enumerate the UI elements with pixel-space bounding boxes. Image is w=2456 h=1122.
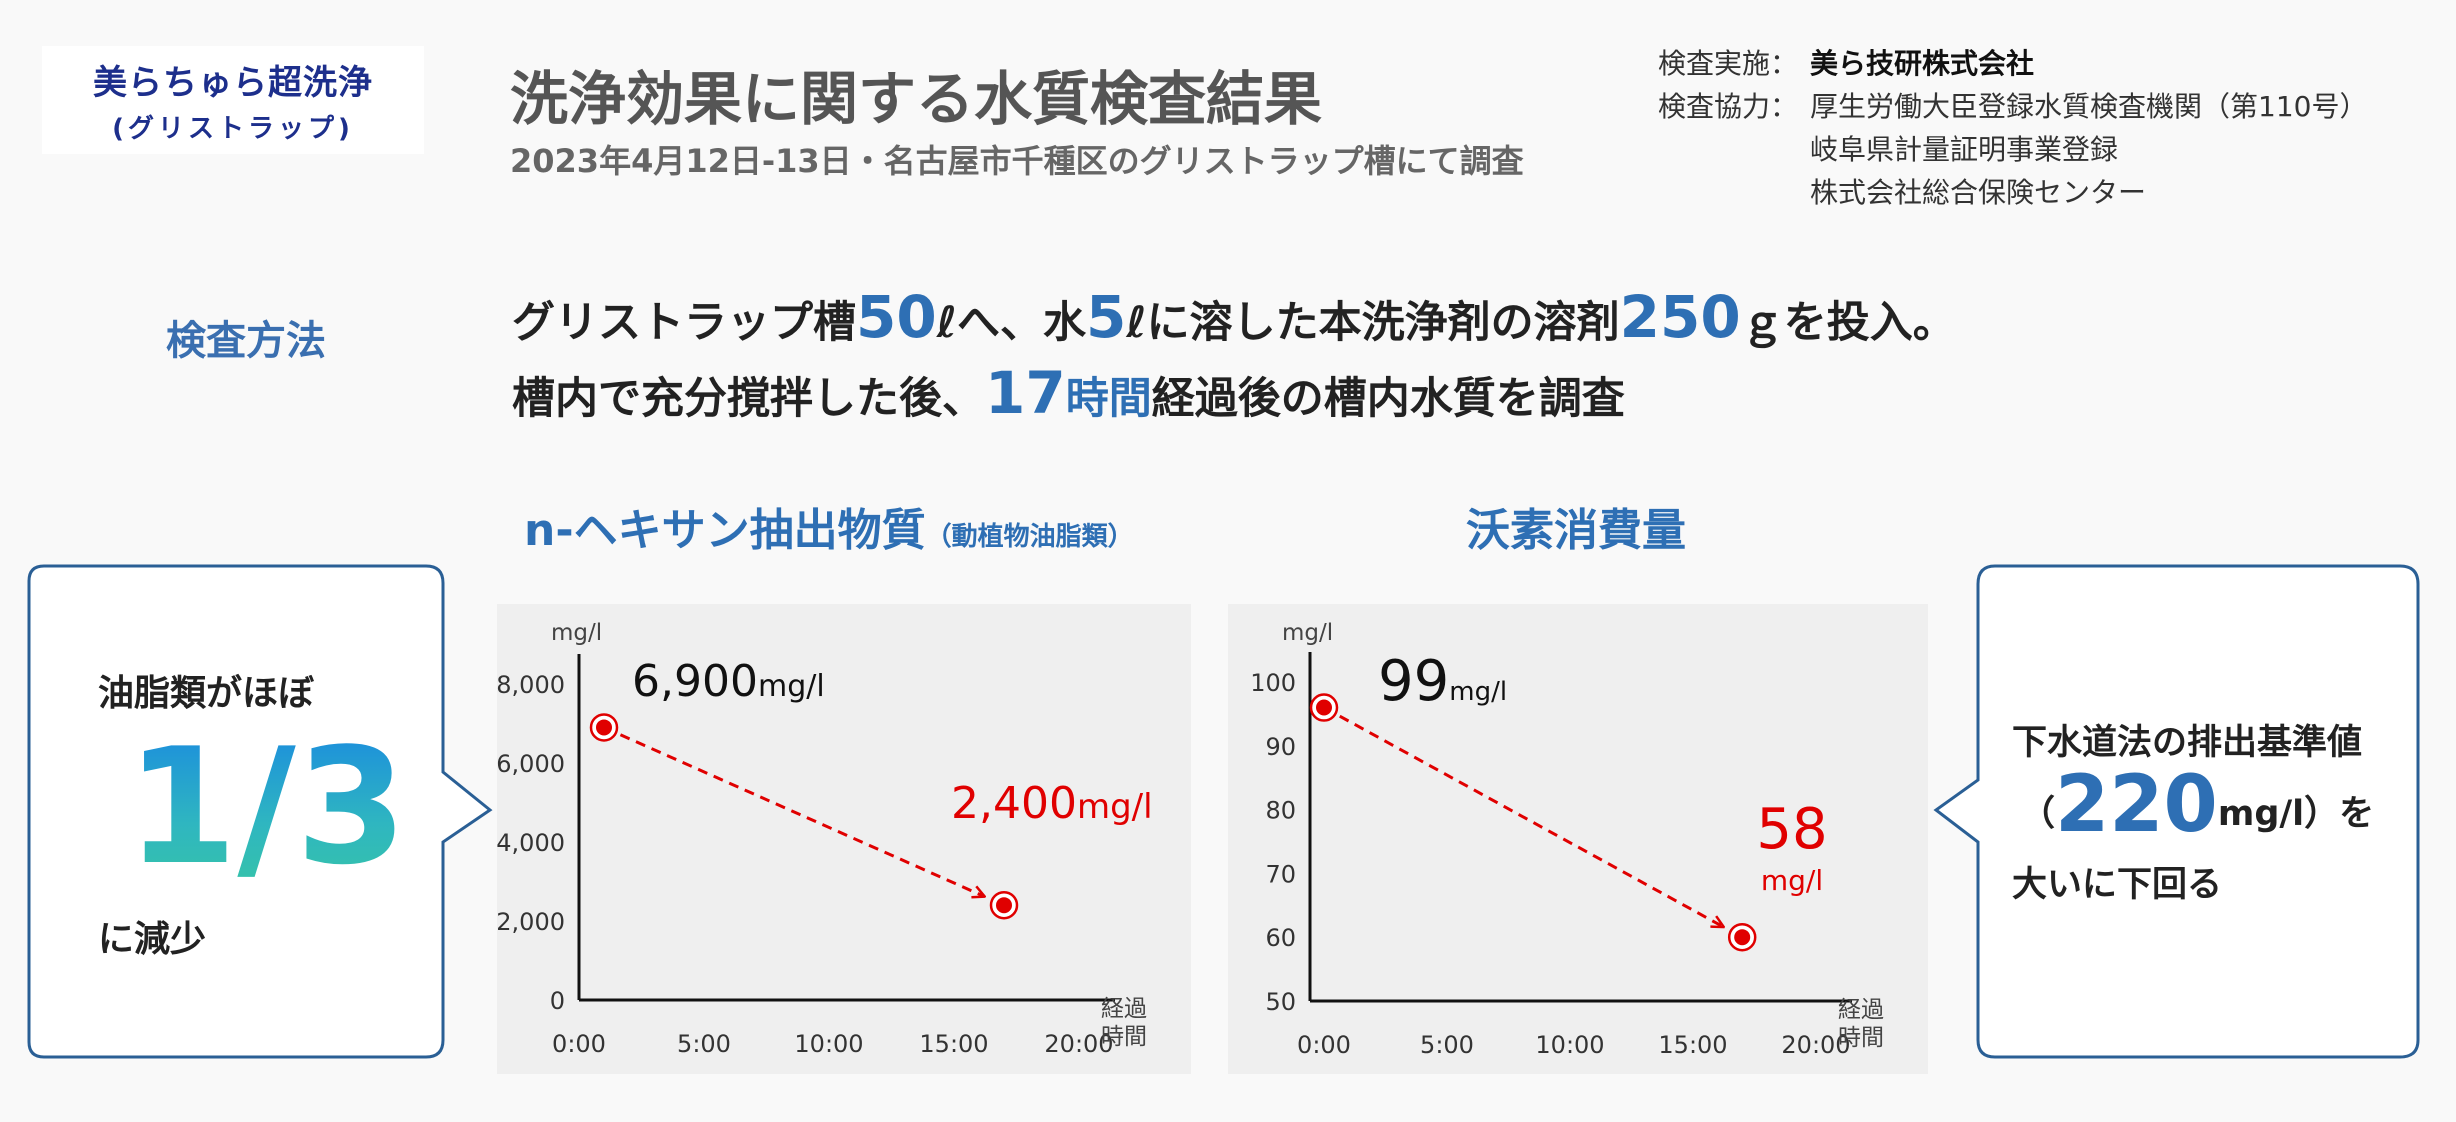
- right-callout-text: 下水道法の排出基準値: [2012, 723, 2363, 763]
- x-tick-label: 15:00: [919, 1030, 988, 1058]
- y-tick-label: 60: [1265, 924, 1296, 952]
- data-label-unit: mg/l: [1761, 864, 1823, 897]
- x-tick-label: 15:00: [1658, 1031, 1727, 1059]
- data-label-value: 2,400: [951, 778, 1077, 829]
- x-axis-label-line1: 経過: [1838, 997, 1884, 1023]
- chart-2-title: 沃素消費量: [1466, 505, 1686, 556]
- y-axis-label: mg/l: [1282, 620, 1333, 646]
- data-label-value: 99: [1378, 649, 1449, 714]
- data-label: 6,900mg/l: [632, 656, 825, 707]
- y-tick-label: 4,000: [497, 829, 565, 857]
- data-point: [1316, 699, 1332, 716]
- x-tick-label: 0:00: [1297, 1031, 1351, 1059]
- standard-value: 220: [2055, 760, 2218, 850]
- standard-unit: mg/l）を: [2217, 794, 2375, 834]
- y-tick-label: 80: [1265, 797, 1296, 825]
- data-label-unit: mg/l: [1077, 787, 1153, 827]
- method-line-2: 槽内で充分撹拌した後、17時間経過後の槽内水質を調査: [512, 358, 1956, 434]
- chart-1: mg/l 0 2,000 4,000 6,000 8,000 0:00 5:00 10:00 15…: [496, 620, 1153, 1058]
- x-tick-label: 5:00: [677, 1030, 731, 1058]
- y-tick-label: 90: [1265, 733, 1296, 761]
- trend-arrow: [1339, 714, 1723, 926]
- data-label-value: 58: [1756, 797, 1827, 862]
- method-value: 250: [1619, 283, 1741, 351]
- x-axis-label-line1: 経過: [1101, 996, 1147, 1022]
- cooperation-org-2: 岐阜県計量証明事業登録: [1810, 133, 2119, 166]
- chart-1-title: n-ヘキサン抽出物質（動植物油脂類）: [524, 494, 1134, 558]
- method-value-unit: 時間: [1065, 374, 1152, 424]
- y-tick-label: 70: [1265, 860, 1296, 888]
- data-label-value: 6,900: [632, 656, 758, 707]
- chart-1-title-note: （動植物油脂類）: [925, 522, 1134, 552]
- data-point: [1734, 929, 1751, 946]
- x-tick-label: 5:00: [1420, 1031, 1474, 1059]
- method-unit: ℓ: [1126, 298, 1147, 348]
- data-label: 99mg/l: [1378, 649, 1507, 714]
- y-tick-label: 50: [1265, 988, 1296, 1016]
- chart-1-panel: mg/l 0 2,000 4,000 6,000 8,000 0:00 5:00 10:00 15…: [496, 604, 1191, 1074]
- method-value: 50: [856, 283, 937, 351]
- page-title: 洗浄効果に関する水質検査結果: [510, 65, 1323, 133]
- left-callout-text: に減少: [98, 919, 207, 960]
- method-description: グリストラップ槽50ℓへ、水5ℓに溶した本洗浄剤の溶剤250ｇを投入。 槽内で充…: [512, 282, 1956, 434]
- x-axis-label-line2: 時間: [1101, 1024, 1147, 1050]
- x-tick-label: 20:00: [1044, 1030, 1113, 1058]
- chart-1-title-text: n-ヘキサン抽出物質: [524, 505, 926, 556]
- cooperation-org-3: 株式会社総合保険センター: [1810, 176, 2147, 209]
- method-text: ｇを投入。: [1740, 298, 1956, 348]
- chart-2: mg/l 50 60 70 80 90 100 0:00 5:00 10:00 15:00 20:00…: [1250, 620, 1884, 1059]
- method-text: 槽内で充分撹拌した後、: [512, 374, 985, 424]
- data-label-unit: mg/l: [1449, 677, 1507, 707]
- method-line-1: グリストラップ槽50ℓへ、水5ℓに溶した本洗浄剤の溶剤250ｇを投入。: [512, 282, 1956, 358]
- y-tick-label: 100: [1250, 669, 1296, 697]
- paren: （: [2020, 794, 2056, 834]
- x-axis-label-line2: 時間: [1838, 1025, 1884, 1051]
- executor-label: 検査実施：: [1658, 47, 1799, 80]
- data-label-unit: mg/l: [758, 669, 825, 704]
- chart-2-panel: mg/l 50 60 70 80 90 100 0:00 5:00 10:00 15:00 20:00…: [1228, 604, 1928, 1074]
- method-unit: ℓ: [936, 298, 958, 348]
- right-callout-text: 大いに下回る: [2012, 865, 2223, 905]
- logo-line2: (グリストラップ): [112, 114, 354, 144]
- method-text: グリストラップ槽: [512, 298, 856, 348]
- x-tick-label: 0:00: [552, 1030, 606, 1058]
- y-tick-label: 0: [550, 987, 565, 1015]
- method-text: 経過後の槽内水質を調査: [1151, 374, 1625, 424]
- y-tick-label: 6,000: [497, 750, 565, 778]
- x-tick-label: 10:00: [1535, 1031, 1604, 1059]
- logo: 美らちゅら超洗浄 (グリストラップ): [42, 46, 424, 154]
- x-tick-label: 10:00: [794, 1030, 863, 1058]
- left-callout-fraction: 1/3: [126, 713, 408, 900]
- left-callout-text: 油脂類がほぼ: [98, 673, 315, 714]
- data-point: [596, 719, 612, 736]
- y-tick-label: 2,000: [497, 908, 565, 936]
- trend-arrow: [619, 733, 983, 897]
- right-callout-standard: （220mg/l）を: [2020, 760, 2374, 850]
- y-axis-label: mg/l: [551, 620, 602, 646]
- method-value: 17: [985, 359, 1066, 427]
- method-text: に溶した本洗浄剤の溶剤: [1146, 298, 1620, 348]
- executor-name: 美ら技研株式会社: [1810, 47, 2035, 80]
- y-tick-label: 8,000: [497, 671, 565, 699]
- method-text: へ、水: [957, 298, 1087, 348]
- data-point: [996, 897, 1012, 914]
- logo-line1: 美らちゅら超洗浄: [93, 63, 373, 103]
- method-label: 検査方法: [166, 318, 326, 364]
- x-tick-label: 20:00: [1781, 1031, 1850, 1059]
- page-subtitle: 2023年4月12日-13日・名古屋市千種区のグリストラップ槽にて調査: [510, 142, 1524, 180]
- cooperation-org-1: 厚生労働大臣登録水質検査機関（第110号）: [1810, 90, 2368, 123]
- data-label: 2,400mg/l: [951, 778, 1153, 829]
- method-value: 5: [1086, 283, 1127, 351]
- inspection-info: 検査実施： 美ら技研株式会社 検査協力： 厚生労働大臣登録水質検査機関（第110号）…: [1658, 42, 2367, 214]
- cooperation-label: 検査協力：: [1658, 90, 1799, 123]
